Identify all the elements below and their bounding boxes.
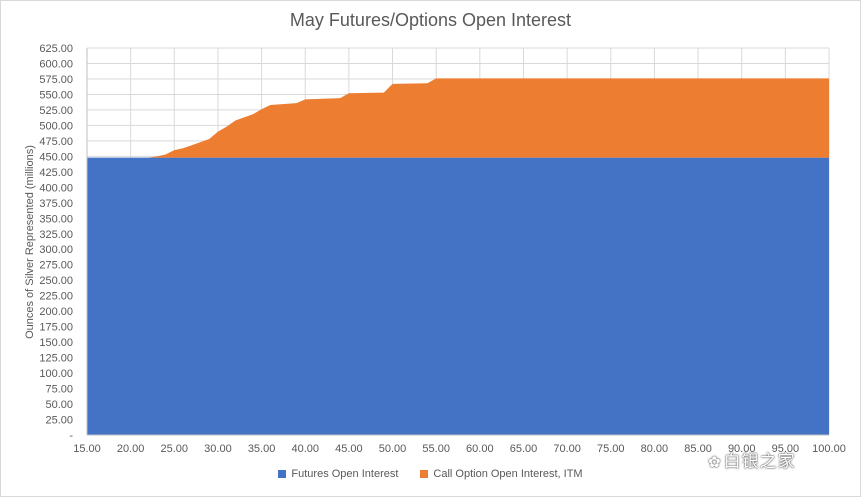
watermark-text: 白银之家 — [723, 452, 796, 471]
x-tick-label: 75.00 — [597, 443, 625, 455]
y-tick-label: 75.00 — [45, 384, 73, 396]
x-tick-label: 50.00 — [379, 443, 407, 455]
axes — [86, 48, 829, 436]
series-areas — [87, 78, 829, 436]
legend-item-futures: Futures Open Interest — [278, 468, 398, 480]
legend-swatch-futures — [278, 470, 287, 478]
chart-title: May Futures/Options Open Interest — [289, 10, 572, 30]
y-tick-label: 125.00 — [39, 353, 73, 365]
x-tick-label: 85.00 — [684, 443, 712, 455]
legend: Futures Open Interest Call Option Open I… — [0, 468, 861, 480]
series-area-0 — [87, 157, 829, 436]
x-tick-label: 65.00 — [510, 443, 538, 455]
y-tick-label: 25.00 — [45, 415, 73, 427]
x-tick-label: 35.00 — [248, 443, 276, 455]
y-tick-label: 525.00 — [39, 105, 73, 117]
x-tick-label: 100.00 — [812, 443, 846, 455]
x-tick-label: 90.00 — [728, 443, 756, 455]
x-tick-label: 95.00 — [772, 443, 800, 455]
y-tick-label: 200.00 — [39, 306, 73, 318]
y-tick-label: 375.00 — [39, 198, 73, 210]
legend-item-call-options: Call Option Open Interest, ITM — [420, 468, 583, 480]
y-tick-label: 225.00 — [39, 291, 73, 303]
x-tick-label: 30.00 — [204, 443, 232, 455]
x-tick-label: 45.00 — [335, 443, 363, 455]
y-tick-label: 350.00 — [39, 213, 73, 225]
series-area-1 — [87, 78, 829, 158]
y-tick-label: 400.00 — [39, 182, 73, 194]
y-tick-label: 625.00 — [39, 43, 73, 55]
legend-label-futures: Futures Open Interest — [291, 468, 399, 480]
x-tick-label: 60.00 — [466, 443, 494, 455]
y-tick-label: 50.00 — [45, 399, 73, 411]
x-tick-label: 80.00 — [641, 443, 669, 455]
tick-labels: - 25.00 50.00 75.00 100.00 125.00 150.00 175.00… — [39, 43, 845, 455]
y-tick-label: 475.00 — [39, 136, 73, 148]
y-tick-label: 600.00 — [39, 58, 73, 70]
x-tick-label: 20.00 — [117, 443, 145, 455]
y-tick-label: 325.00 — [39, 229, 73, 241]
y-tick-label: 450.00 — [39, 151, 73, 163]
x-tick-label: 40.00 — [291, 443, 319, 455]
y-tick-label: 575.00 — [39, 74, 73, 86]
y-tick-label: 150.00 — [39, 337, 73, 349]
y-tick-label: - — [69, 430, 73, 442]
x-tick-label: 70.00 — [553, 443, 581, 455]
y-tick-label: 100.00 — [39, 368, 73, 380]
y-tick-label: 300.00 — [39, 244, 73, 256]
wechat-icon: ✿ — [708, 454, 722, 471]
watermark: ✿ 白银之家 — [708, 447, 796, 472]
x-tick-label: 25.00 — [161, 443, 189, 455]
y-tick-label: 550.00 — [39, 89, 73, 101]
y-tick-label: 425.00 — [39, 167, 73, 179]
x-tick-label: 15.00 — [73, 443, 101, 455]
y-tick-label: 175.00 — [39, 322, 73, 334]
y-tick-label: 275.00 — [39, 260, 73, 272]
x-tick-label: 55.00 — [422, 443, 450, 455]
legend-label-call-options: Call Option Open Interest, ITM — [433, 468, 583, 480]
y-tick-label: 250.00 — [39, 275, 73, 287]
legend-swatch-call-options — [420, 470, 429, 478]
y-tick-label: 500.00 — [39, 120, 73, 132]
